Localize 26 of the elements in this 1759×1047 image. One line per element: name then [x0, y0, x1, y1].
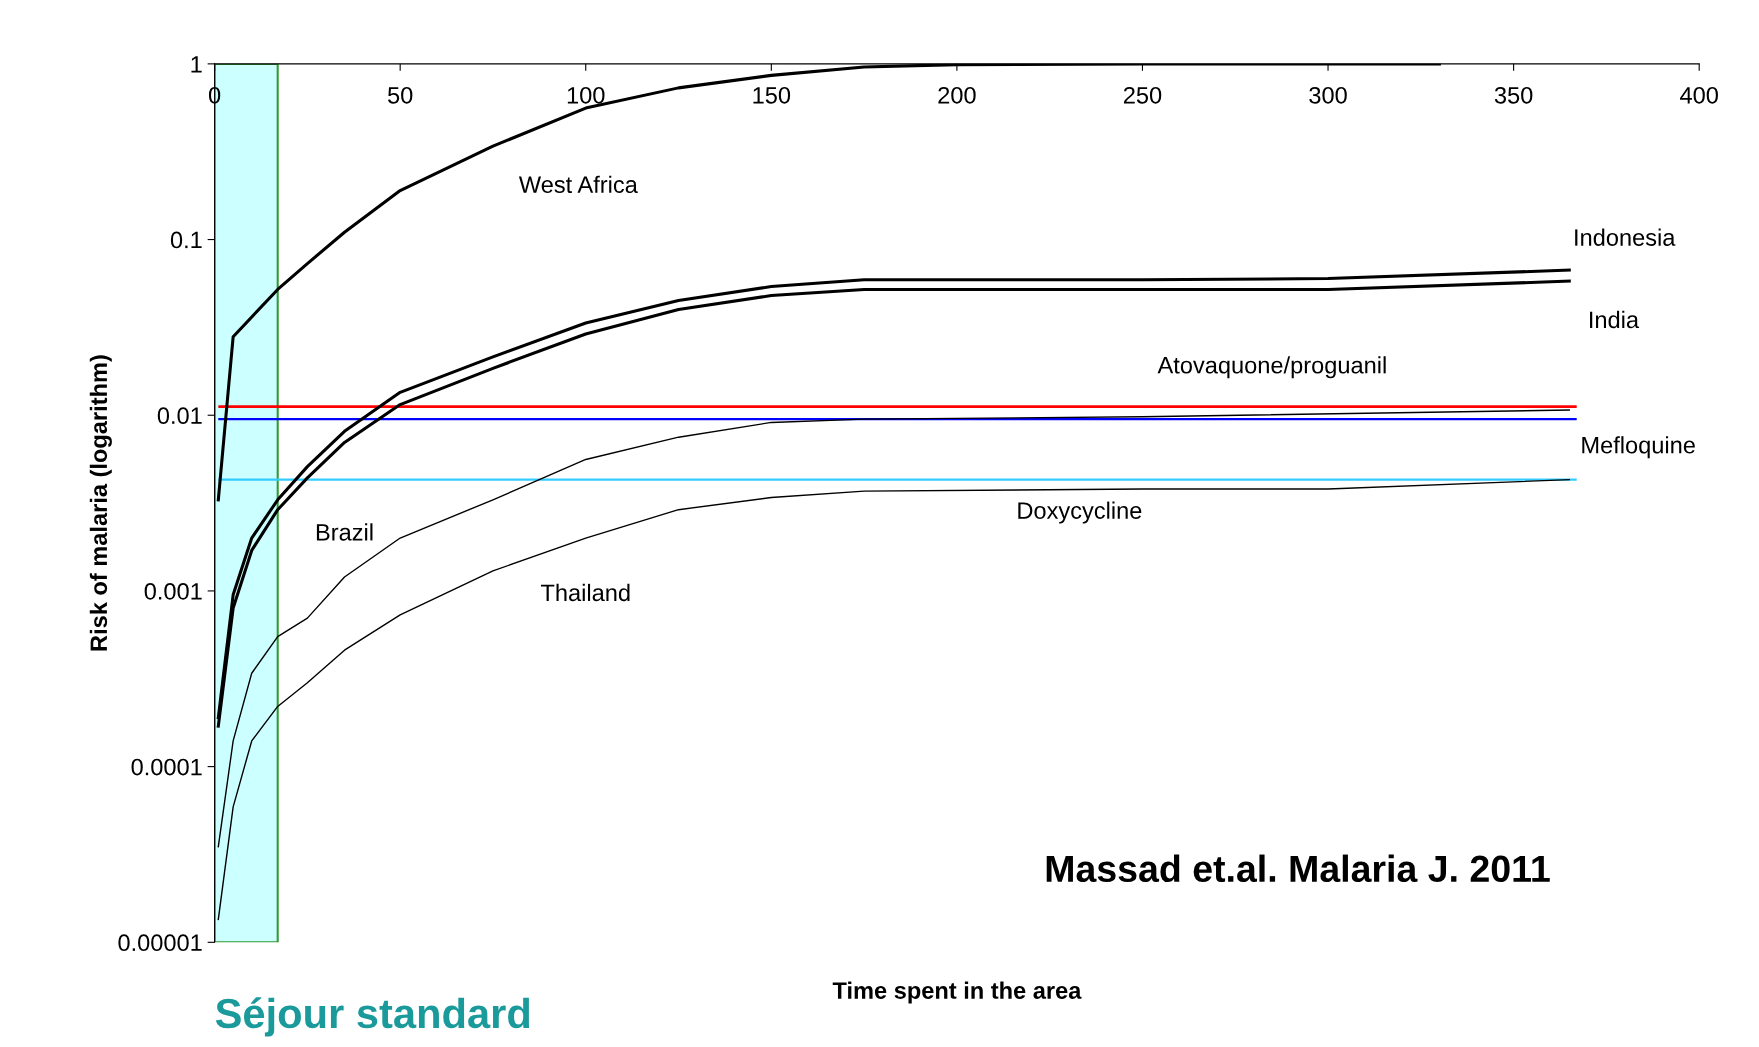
x-axis-title: Time spent in the area [832, 981, 1082, 1004]
y-tick-label: 0.00001 [118, 934, 202, 952]
series-label: Brazil [316, 523, 373, 541]
y-tick-label: 0.01 [157, 407, 202, 425]
x-tick-label: 200 [938, 86, 976, 104]
x-tick-label: 50 [387, 86, 413, 104]
band-label: Séjour standard [215, 997, 530, 1037]
annotation: Massad et.al. Malaria J. 2011 [1046, 854, 1550, 883]
series-label: India [1590, 310, 1640, 329]
y-tick-label: 0.0001 [131, 758, 202, 776]
x-tick-label: 150 [753, 86, 791, 104]
x-tick-label: 350 [1494, 86, 1533, 104]
ref-line-label: Mefloquine [1582, 436, 1695, 459]
ref-line-label: Doxycycline [1018, 501, 1142, 524]
y-tick-label: 0.1 [170, 231, 202, 249]
y-tick-label: 0.001 [144, 582, 202, 600]
y-tick-label: 1 [191, 56, 202, 73]
y-axis-title: Risk of malaria (logarithm) [89, 355, 112, 651]
x-tick-label: 250 [1123, 86, 1162, 104]
series-label: West Africa [518, 175, 638, 193]
series-label: Indonesia [1575, 228, 1676, 246]
x-tick-label: 300 [1309, 86, 1347, 104]
x-tick-label: 400 [1680, 86, 1718, 104]
x-tick-label: 100 [567, 86, 605, 104]
series-label: Thailand [541, 583, 630, 602]
ref-line-label: Atovaquone/proguanil [1157, 356, 1386, 379]
